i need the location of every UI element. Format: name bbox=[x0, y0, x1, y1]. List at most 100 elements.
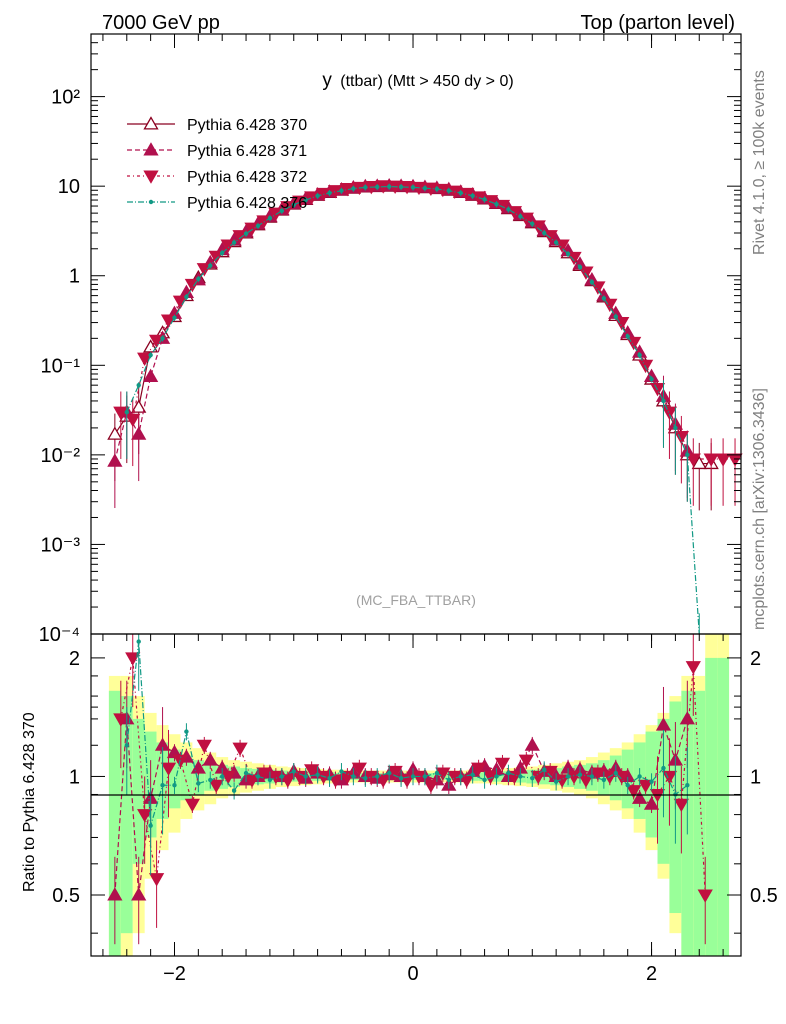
data-point bbox=[643, 796, 660, 810]
data-point bbox=[143, 339, 159, 353]
data-point bbox=[351, 762, 367, 776]
data-point bbox=[565, 774, 571, 779]
data-point bbox=[143, 170, 159, 184]
data-point bbox=[410, 185, 416, 190]
data-point bbox=[291, 769, 296, 774]
ratio-band-green bbox=[108, 690, 121, 956]
data-point bbox=[148, 352, 153, 358]
legend-label: Pythia 6.428 370 bbox=[187, 117, 307, 134]
data-point bbox=[303, 774, 308, 779]
data-point bbox=[339, 188, 344, 193]
header-left: 7000 GeV pp bbox=[102, 12, 220, 34]
ratio-tick-label-right: 0.5 bbox=[750, 885, 778, 907]
data-point bbox=[267, 777, 273, 783]
data-point bbox=[315, 770, 332, 785]
data-point bbox=[196, 781, 201, 786]
series-3 bbox=[113, 180, 743, 506]
data-point bbox=[208, 263, 213, 268]
y-tick-label: 10⁻² bbox=[41, 445, 81, 467]
data-point bbox=[589, 774, 595, 779]
data-point bbox=[685, 661, 701, 675]
ratio-band-green bbox=[180, 755, 193, 801]
data-point bbox=[184, 294, 189, 300]
data-point bbox=[375, 774, 380, 779]
data-point bbox=[136, 382, 141, 388]
data-point bbox=[613, 770, 618, 776]
data-point bbox=[125, 413, 141, 428]
data-point bbox=[637, 352, 642, 358]
data-point bbox=[411, 770, 427, 785]
x-tick-label: −2 bbox=[163, 963, 186, 985]
data-point bbox=[482, 197, 487, 202]
data-point bbox=[470, 762, 487, 776]
data-point bbox=[255, 774, 261, 779]
data-point bbox=[578, 774, 594, 788]
data-point bbox=[625, 783, 630, 788]
data-point bbox=[107, 426, 123, 440]
data-point bbox=[673, 425, 678, 431]
legend-label: Pythia 6.428 372 bbox=[187, 169, 307, 186]
series-2 bbox=[107, 177, 695, 509]
data-point bbox=[590, 767, 606, 781]
data-point bbox=[131, 426, 147, 440]
data-point bbox=[410, 774, 416, 779]
data-point bbox=[423, 779, 439, 794]
data-point bbox=[160, 762, 177, 776]
data-point bbox=[172, 315, 177, 320]
data-point bbox=[304, 764, 320, 778]
data-point bbox=[232, 230, 248, 244]
data-point bbox=[137, 809, 153, 823]
data-point bbox=[566, 251, 582, 266]
data-point bbox=[184, 729, 189, 734]
data-point bbox=[703, 453, 719, 467]
data-point bbox=[363, 775, 368, 781]
data-point bbox=[255, 223, 261, 229]
data-point bbox=[524, 737, 540, 751]
data-point bbox=[446, 777, 451, 783]
data-point bbox=[435, 767, 451, 781]
data-point bbox=[673, 798, 689, 813]
ratio-tick-label: 0.5 bbox=[52, 885, 80, 907]
data-point bbox=[208, 777, 213, 783]
data-point bbox=[125, 652, 141, 666]
ratio-band-green bbox=[693, 690, 706, 956]
data-point bbox=[148, 199, 154, 205]
data-point bbox=[554, 239, 570, 253]
y-tick-label: 10² bbox=[51, 87, 80, 109]
data-point bbox=[459, 187, 475, 202]
data-point bbox=[553, 240, 559, 245]
data-point bbox=[244, 222, 260, 236]
legend-label: Pythia 6.428 371 bbox=[187, 143, 307, 160]
plot-title-main: y bbox=[322, 70, 332, 91]
data-point bbox=[208, 250, 224, 265]
data-point bbox=[124, 743, 129, 748]
data-point bbox=[243, 231, 249, 236]
data-point bbox=[614, 770, 630, 785]
data-point bbox=[727, 453, 743, 467]
data-point bbox=[220, 770, 236, 785]
data-point bbox=[148, 823, 153, 828]
data-point bbox=[542, 765, 558, 780]
data-point bbox=[434, 770, 440, 776]
data-point bbox=[386, 184, 392, 189]
x-tick-label: 2 bbox=[646, 963, 657, 985]
data-point bbox=[220, 239, 236, 253]
data-point bbox=[518, 212, 534, 226]
data-point bbox=[231, 240, 237, 245]
data-point bbox=[113, 406, 129, 420]
data-point bbox=[291, 202, 296, 207]
data-point bbox=[196, 263, 212, 277]
data-point bbox=[375, 184, 380, 190]
data-point bbox=[577, 772, 583, 777]
data-point bbox=[434, 186, 440, 192]
y-tick-label: 1 bbox=[69, 266, 80, 288]
data-point bbox=[148, 873, 165, 887]
data-point bbox=[280, 774, 296, 788]
data-point bbox=[661, 398, 666, 404]
legend-label: Pythia 6.428 376 bbox=[187, 195, 307, 212]
x-tick-label: 0 bbox=[407, 963, 418, 985]
ratio-series-layer bbox=[107, 634, 713, 945]
data-point bbox=[661, 765, 666, 771]
data-point bbox=[601, 296, 607, 301]
